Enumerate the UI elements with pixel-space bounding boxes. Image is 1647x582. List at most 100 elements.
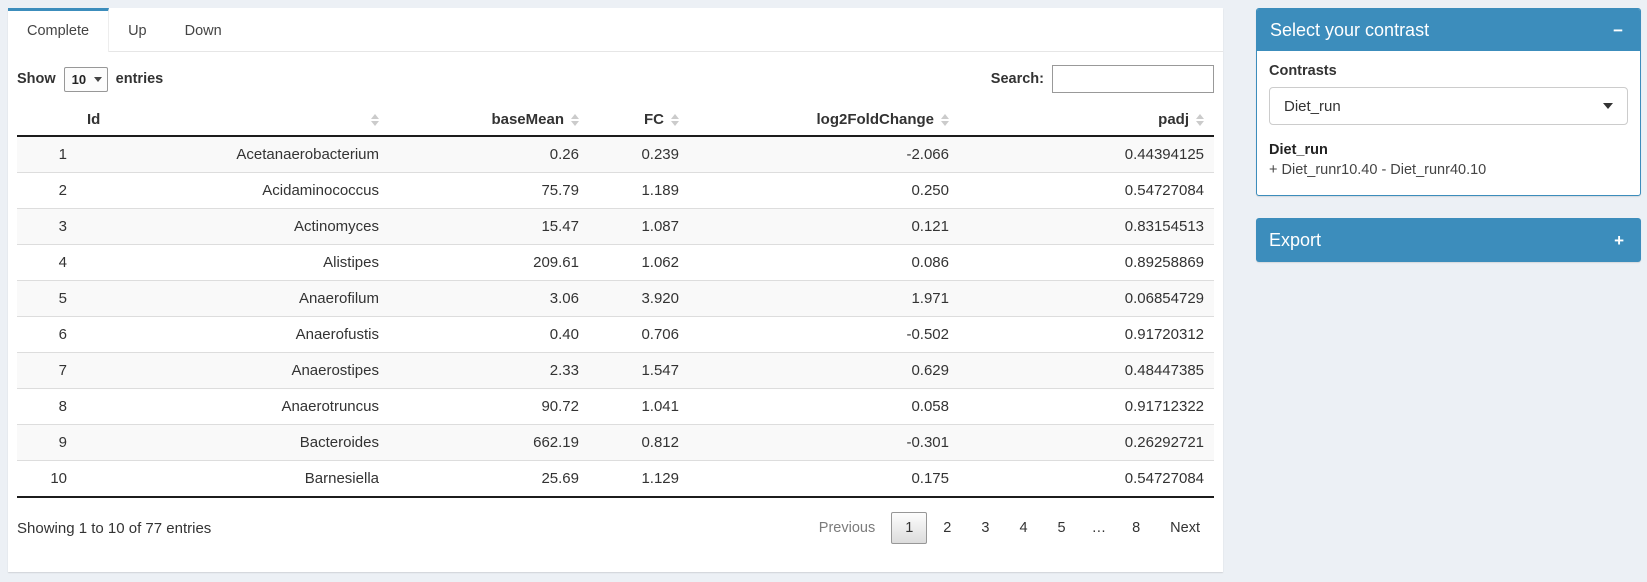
pagination-page[interactable]: 1 [891, 512, 928, 544]
cell-fc: 3.920 [589, 280, 689, 317]
pagination-next[interactable]: Next [1170, 520, 1200, 536]
table-row: 3 Actinomyces 15.47 1.087 0.121 0.831545… [17, 208, 1214, 245]
cell-log2fc: 0.175 [689, 460, 959, 497]
cell-id: Anaerofustis [77, 316, 389, 353]
table-row: 9 Bacteroides 662.19 0.812 -0.301 0.2629… [17, 424, 1214, 461]
cell-basemean: 0.40 [389, 316, 589, 353]
cell-basemean: 662.19 [389, 424, 589, 461]
cell-rownum: 3 [17, 208, 77, 245]
chevron-down-icon [1603, 103, 1613, 109]
column-header-rownum [17, 104, 77, 137]
pagination-previous[interactable]: Previous [818, 520, 876, 536]
cell-basemean: 75.79 [389, 172, 589, 209]
cell-basemean: 209.61 [389, 244, 589, 281]
cell-padj: 0.44394125 [1124, 146, 1204, 163]
sort-icon [571, 113, 579, 126]
pagination-page[interactable]: 8 [1132, 520, 1141, 536]
column-header-log2foldchange[interactable]: log2FoldChange [689, 104, 959, 137]
cell-id: Actinomyces [77, 208, 389, 245]
table-footer: Showing 1 to 10 of 77 entries Previous 1… [17, 512, 1214, 544]
cell-padj: 0.91712322 [959, 388, 1214, 425]
pagination-page[interactable]: 2 [943, 520, 952, 536]
cell-basemean: 90.72 [389, 388, 589, 425]
pagination-page: … [1091, 520, 1107, 536]
contrast-box-body: Contrasts Diet_run Diet_run + Diet_runr1… [1257, 51, 1640, 195]
cell-fc: 1.041 [589, 388, 689, 425]
tab-complete[interactable]: Complete [8, 8, 110, 52]
contrast-box-header: Select your contrast − [1257, 9, 1640, 51]
cell-rownum: 1 [58, 146, 67, 163]
sort-icon [671, 113, 679, 126]
collapse-minus-icon[interactable]: − [1613, 20, 1623, 40]
page-length-select-wrap: 10 [63, 66, 108, 92]
cell-basemean: 2.33 [389, 352, 589, 389]
cell-log2fc: 0.250 [689, 172, 959, 209]
column-header-fc[interactable]: FC [589, 104, 689, 137]
cell-basemean: 3.06 [389, 280, 589, 317]
cell-rownum: 10 [17, 460, 77, 497]
table-row: 8 Anaerotruncus 90.72 1.041 0.058 0.9171… [17, 388, 1214, 425]
cell-fc: 0.812 [589, 424, 689, 461]
page-length-select[interactable]: 10 [63, 66, 108, 92]
pagination-page[interactable]: 5 [1057, 520, 1066, 536]
search-control: Search: [991, 65, 1214, 93]
expand-plus-icon[interactable]: + [1614, 230, 1624, 250]
table-controls: Show 10 entries Search: [17, 64, 1214, 94]
cell-padj: 0.83154513 [959, 208, 1214, 245]
search-input[interactable] [1052, 65, 1214, 93]
cell-rownum: 2 [17, 172, 77, 209]
cell-log2fc: 0.058 [689, 388, 959, 425]
pagination-page[interactable]: 3 [981, 520, 990, 536]
cell-log2fc: 0.629 [689, 352, 959, 389]
cell-fc: 1.129 [589, 460, 689, 497]
results-table: Id baseMean FC [17, 104, 1214, 498]
column-header-id[interactable]: Id [77, 104, 389, 137]
table-info: Showing 1 to 10 of 77 entries [17, 519, 212, 537]
cell-basemean: 25.69 [389, 460, 589, 497]
table-row: 6 Anaerofustis 0.40 0.706 -0.502 0.91720… [17, 316, 1214, 353]
table-row: 4 Alistipes 209.61 1.062 0.086 0.8925886… [17, 244, 1214, 281]
cell-log2fc: 0.086 [689, 244, 959, 281]
cell-basemean: 0.26 [549, 146, 579, 163]
cell-padj: 0.06854729 [959, 280, 1214, 317]
pagination: Previous 1 2 3 4 5 … 8 Next [803, 512, 1214, 544]
table-body: 1 Acetanaerobacterium 0.26 0.239 -2.066 … [17, 136, 1214, 497]
sort-icon [941, 113, 949, 126]
contrast-name: Diet_run [1269, 142, 1328, 158]
column-header-padj[interactable]: padj [959, 104, 1214, 137]
sort-icon [371, 113, 379, 126]
table-row: 7 Anaerostipes 2.33 1.547 0.629 0.484473… [17, 352, 1214, 389]
search-label: Search: [990, 71, 1044, 87]
cell-id: Anaerofilum [77, 280, 389, 317]
entries-label: entries [115, 71, 164, 87]
contrast-select[interactable]: Diet_run [1269, 87, 1628, 125]
table-row: 5 Anaerofilum 3.06 3.920 1.971 0.0685472… [17, 280, 1214, 317]
column-header-basemean[interactable]: baseMean [389, 104, 589, 137]
cell-padj: 0.48447385 [959, 352, 1214, 389]
cell-fc: 1.087 [589, 208, 689, 245]
tab-down[interactable]: Down [184, 23, 222, 39]
pagination-pages: 1 2 3 4 5 … 8 [889, 512, 1154, 544]
cell-fc: 1.189 [589, 172, 689, 209]
tab-bar: Complete Up Down [8, 8, 1223, 52]
cell-id: Alistipes [77, 244, 389, 281]
cell-log2fc: -2.066 [906, 146, 949, 163]
table-row: 1 Acetanaerobacterium 0.26 0.239 -2.066 … [17, 136, 1214, 173]
contrast-box-title: Select your contrast [1270, 19, 1430, 40]
cell-rownum: 8 [17, 388, 77, 425]
show-label: Show [17, 71, 56, 87]
results-tab-box: Complete Up Down Show 10 entries Search: [8, 8, 1223, 572]
cell-id: Acidaminococcus [77, 172, 389, 209]
cell-log2fc: -0.301 [689, 424, 959, 461]
pagination-page[interactable]: 4 [1019, 520, 1028, 536]
cell-padj: 0.26292721 [959, 424, 1214, 461]
page-length-control: Show 10 entries [17, 66, 164, 92]
tab-up[interactable]: Up [128, 23, 147, 39]
cell-id: Anaerostipes [77, 352, 389, 389]
table-header-row: Id baseMean FC [17, 104, 1214, 137]
cell-rownum: 7 [17, 352, 77, 389]
cell-id: Bacteroides [77, 424, 389, 461]
cell-padj: 0.54727084 [959, 460, 1214, 497]
cell-fc: 1.062 [589, 244, 689, 281]
contrast-box: Select your contrast − Contrasts Diet_ru… [1256, 8, 1641, 196]
